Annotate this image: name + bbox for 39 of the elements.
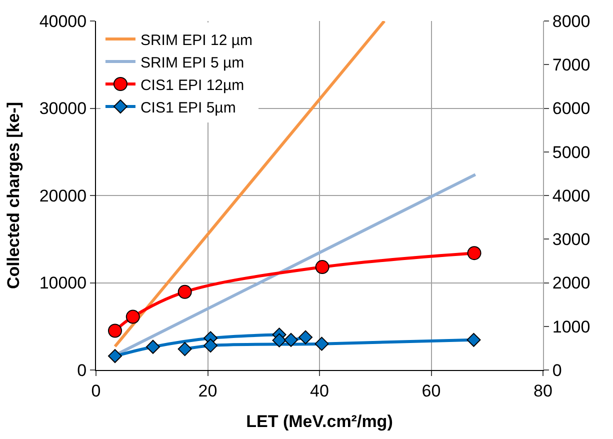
y2-tick-label: 8000 (552, 12, 590, 31)
y2-tick-label: 7000 (552, 56, 590, 75)
y2-tick-label: 2000 (552, 274, 590, 293)
point (298, 330, 313, 344)
legend-label: CIS1 EPI 5µm (140, 99, 236, 116)
y2-tick-label: 6000 (552, 99, 590, 118)
y-tick-label: 40000 (39, 12, 87, 31)
point (108, 349, 122, 364)
point (466, 332, 481, 347)
y-tick-label: 20000 (39, 186, 87, 206)
y-tick-label: 10000 (39, 274, 87, 293)
x-tick-label: 20 (198, 381, 218, 400)
point (204, 338, 218, 353)
x-axis-title: LET (MeV.cm²/mg) (246, 412, 393, 431)
point (178, 342, 192, 356)
y2-tick-label: 4000 (552, 186, 590, 206)
x-tick-label: 60 (422, 381, 441, 400)
point (178, 284, 192, 299)
x-tick-label: 0 (91, 381, 101, 400)
y2-tick-label: 3000 (552, 230, 590, 250)
y-axis-title: Collected charges [ke-] (4, 102, 23, 290)
point (284, 332, 298, 347)
y2-tick-label: 5000 (552, 142, 590, 162)
point (146, 340, 160, 354)
y-tick-label: 0 (77, 360, 87, 380)
point (126, 310, 140, 324)
point (108, 324, 122, 338)
legend-label: SRIM EPI 12 µm (140, 32, 252, 49)
point (314, 336, 329, 351)
point (272, 333, 286, 348)
legend-label: SRIM EPI 5 µm (140, 54, 244, 72)
point (315, 260, 330, 274)
point (467, 246, 482, 260)
x-tick-label: 40 (310, 381, 329, 400)
y-tick-label: 30000 (39, 99, 87, 118)
y2-tick-label: 0 (552, 360, 562, 380)
x-tick-label: 80 (534, 381, 552, 400)
y2-tick-label: 1000 (552, 317, 590, 336)
legend-label: CIS1 EPI 12µm (140, 76, 244, 94)
